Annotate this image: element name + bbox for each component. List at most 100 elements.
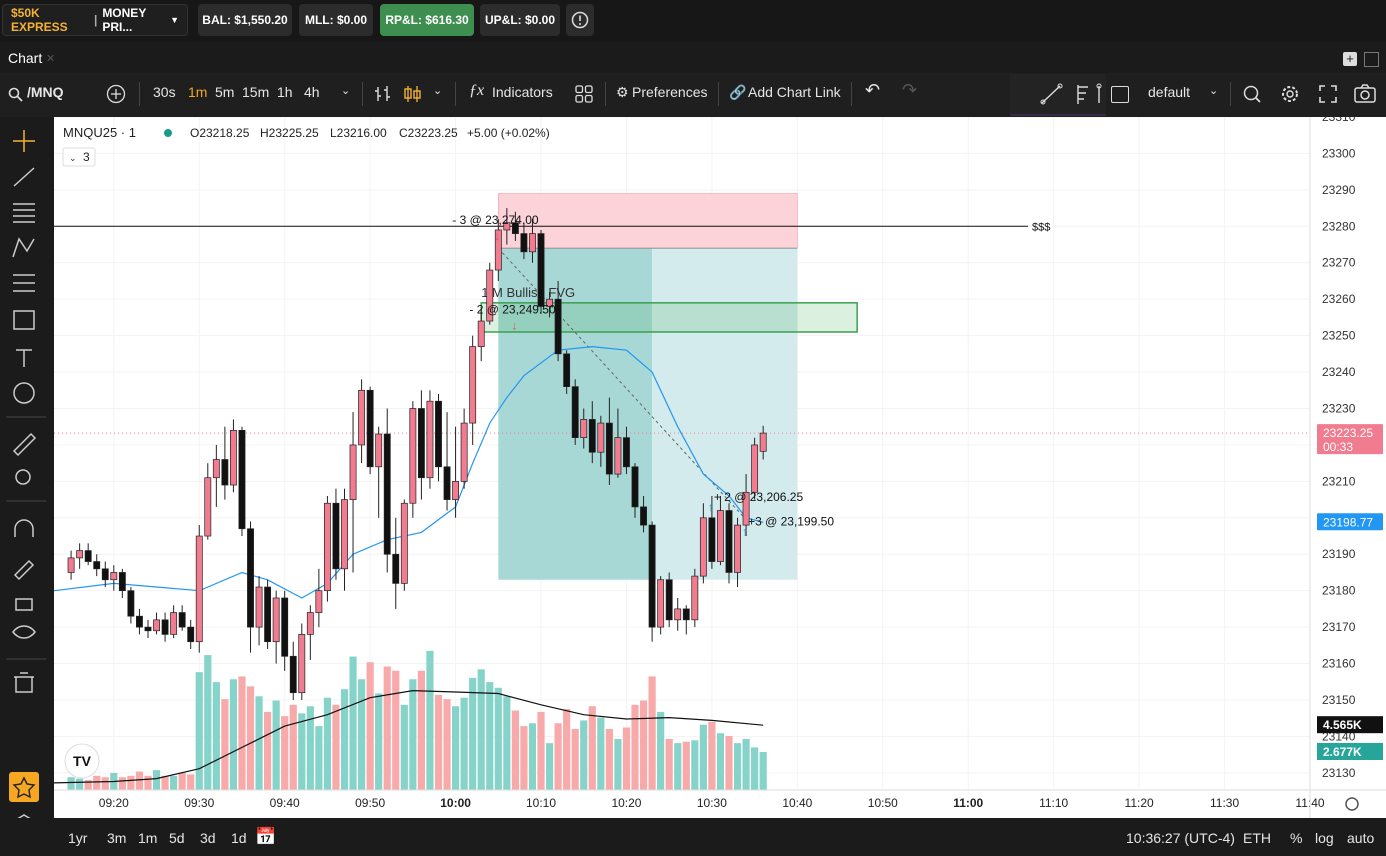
fib-tool[interactable] (1075, 83, 1105, 105)
delete-tool[interactable] (14, 672, 34, 693)
magnet-tool[interactable] (14, 519, 34, 537)
layout-name[interactable]: default (1148, 84, 1191, 100)
candle-body (477, 320, 485, 347)
crosshair-tool[interactable] (13, 130, 35, 152)
volume-bar (135, 771, 144, 790)
lock-tool[interactable] (15, 598, 33, 611)
range-button[interactable]: 1d (231, 830, 247, 846)
interval-button[interactable]: 1h (277, 84, 293, 100)
hide-tool[interactable] (12, 625, 36, 639)
fib-tools[interactable] (13, 274, 35, 292)
range-button[interactable]: 3d (200, 830, 216, 846)
candle-body (349, 444, 357, 500)
redo[interactable]: ↷ (902, 80, 918, 100)
candle-body (742, 491, 750, 526)
indicators-button[interactable]: Indicators (492, 84, 553, 100)
candle-body (725, 510, 733, 573)
interval-button[interactable]: 15m (242, 84, 270, 100)
volume-bar (212, 682, 220, 790)
chart-tab[interactable]: Chart (8, 50, 43, 66)
layout-dropdown[interactable]: ⌄ (1209, 85, 1219, 97)
x-tick-label: 10:10 (526, 796, 556, 810)
volume-bar (528, 723, 537, 790)
range-button[interactable]: 3m (107, 830, 127, 846)
shape-tool[interactable] (13, 310, 35, 330)
tab-close[interactable]: ✕ (46, 53, 56, 65)
interval-button[interactable]: 30s (153, 84, 176, 100)
rect-tool[interactable] (1111, 86, 1129, 103)
session[interactable]: ETH (1243, 830, 1271, 846)
add-chart-link[interactable]: Add Chart Link (748, 84, 841, 100)
text-tool[interactable] (16, 349, 32, 367)
undo[interactable]: ↶ (865, 80, 881, 100)
volume-bar (417, 670, 425, 790)
candle-body (520, 233, 528, 253)
log-toggle[interactable]: log (1315, 830, 1334, 846)
candle-body (546, 298, 553, 307)
emoji-tool[interactable] (13, 382, 35, 404)
candle-body (631, 466, 639, 508)
axis-settings[interactable] (1345, 797, 1359, 811)
divider: | (93, 13, 98, 27)
zoom-in-tool[interactable] (15, 469, 31, 485)
lines-tool[interactable] (13, 203, 35, 223)
account-selector[interactable]: $50K EXPRESS | MONEY PRI... ▼ (2, 4, 188, 36)
add-panel[interactable]: + (1343, 52, 1357, 66)
candle-body (255, 586, 263, 628)
interval-button[interactable]: 5m (215, 84, 235, 100)
candle-body (67, 557, 75, 573)
candle-body (691, 575, 699, 621)
candle-body (571, 386, 579, 438)
style-dropdown[interactable]: ⌄ (433, 85, 443, 97)
stay-drawing-tool[interactable] (13, 559, 35, 581)
symbol-search[interactable]: /MNQ (27, 84, 64, 100)
settings[interactable] (1280, 84, 1300, 104)
maximize[interactable] (1364, 52, 1379, 67)
y-tick-label: 23170 (1322, 620, 1356, 634)
candle-style[interactable] (402, 84, 422, 104)
candle-body (699, 517, 707, 577)
volume-bar (229, 679, 238, 790)
goto-date[interactable]: 📅 (255, 827, 277, 846)
candle-body (341, 499, 348, 570)
range-button[interactable]: 1yr (68, 830, 88, 846)
volume-bar (674, 743, 682, 790)
last-price-label: 23223.25 (1323, 426, 1373, 440)
auto-toggle[interactable]: auto (1347, 830, 1375, 846)
preferences-button[interactable]: Preferences (632, 84, 708, 100)
object-tree[interactable] (14, 814, 34, 818)
interval-button[interactable]: 4h (304, 84, 320, 100)
range-button[interactable]: 5d (169, 830, 185, 846)
candle-body (648, 524, 656, 628)
separator (718, 82, 719, 106)
interval-button[interactable]: 1m (188, 84, 208, 100)
ma-label-box (1317, 513, 1383, 531)
tv-logo (64, 743, 100, 779)
templates-button[interactable] (575, 85, 593, 103)
fullscreen[interactable] (1319, 85, 1337, 103)
study-toggle[interactable] (62, 147, 96, 167)
separator (851, 82, 852, 106)
pattern-tool[interactable] (12, 237, 35, 258)
bar-style[interactable] (373, 84, 393, 104)
candle-body (623, 437, 630, 468)
trendline-tool[interactable] (13, 167, 35, 187)
alert-button[interactable] (566, 4, 594, 36)
y-tick-label: 23240 (1322, 365, 1356, 379)
percent-toggle[interactable]: % (1290, 830, 1303, 846)
range-button[interactable]: 1m (138, 830, 158, 846)
volume-label-box (1317, 742, 1383, 760)
line-tool[interactable] (1040, 83, 1064, 105)
favorites[interactable] (9, 772, 39, 802)
y-tick-label: 23180 (1322, 584, 1356, 598)
x-tick-label: 11:00 (953, 796, 983, 810)
candle-body (443, 466, 451, 500)
zoom-tool[interactable] (1242, 84, 1262, 104)
compare-button[interactable] (106, 84, 126, 104)
screenshot[interactable] (1354, 84, 1376, 104)
volume-bar (264, 711, 272, 790)
volume-bar (170, 775, 178, 790)
measure-tool[interactable] (12, 432, 37, 457)
candle-body (238, 430, 246, 530)
interval-dropdown[interactable]: ⌄ (341, 85, 351, 97)
